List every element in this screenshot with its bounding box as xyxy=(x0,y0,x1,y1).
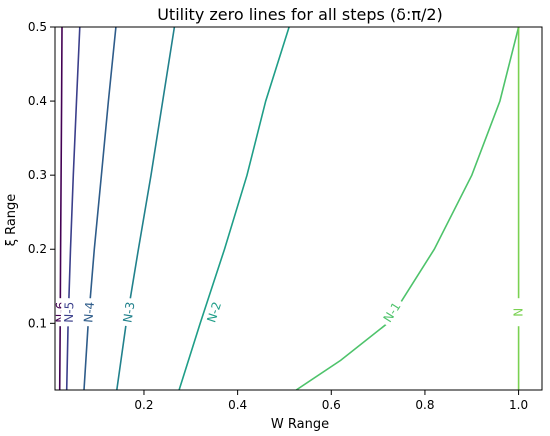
series-label-bg xyxy=(118,297,140,328)
x-tick-label: 0.6 xyxy=(322,398,341,412)
x-axis-label: W Range xyxy=(271,417,329,432)
series-group xyxy=(58,27,520,390)
series-line-n-5 xyxy=(65,27,81,390)
y-tick-label: 0.2 xyxy=(28,242,47,256)
series-line-n-6 xyxy=(58,27,63,390)
series-label-bg xyxy=(60,297,78,327)
series-label-bg xyxy=(202,296,227,329)
y-axis-label: ξ Range xyxy=(4,194,19,247)
series-line-n-2 xyxy=(178,27,290,390)
series-label-bg xyxy=(510,298,527,327)
series-label-n-3: N-3 xyxy=(120,301,137,324)
series-line-n-3 xyxy=(116,27,176,390)
y-tick-label: 0.3 xyxy=(28,168,47,182)
series-label-n-5: N-5 xyxy=(62,302,77,323)
x-tick-label: 1.0 xyxy=(509,398,528,412)
chart-title: Utility zero lines for all steps (δ:π/2) xyxy=(157,5,443,24)
plot-frame xyxy=(54,26,543,391)
series-line-n-1 xyxy=(295,27,520,390)
y-tick-label: 0.5 xyxy=(28,20,47,34)
series-label-n: N xyxy=(512,308,526,317)
x-tick-label: 0.8 xyxy=(415,398,434,412)
x-tick-label: 0.4 xyxy=(228,398,247,412)
y-tick-label: 0.1 xyxy=(28,316,47,330)
x-tick-label: 0.2 xyxy=(134,398,153,412)
y-tick-label: 0.4 xyxy=(28,94,47,108)
series-label-bg xyxy=(80,297,99,327)
series-line-n-4 xyxy=(83,27,117,390)
series-label-n-2: N-2 xyxy=(204,300,224,324)
series-label-n-4: N-4 xyxy=(81,301,97,323)
series-label-bg xyxy=(377,296,407,329)
plot-area: N-6N-5 N-4 N-3 N-2 N-1 N0.2 0.4 0.6 0.8 1.00.10.2… xyxy=(28,20,543,412)
